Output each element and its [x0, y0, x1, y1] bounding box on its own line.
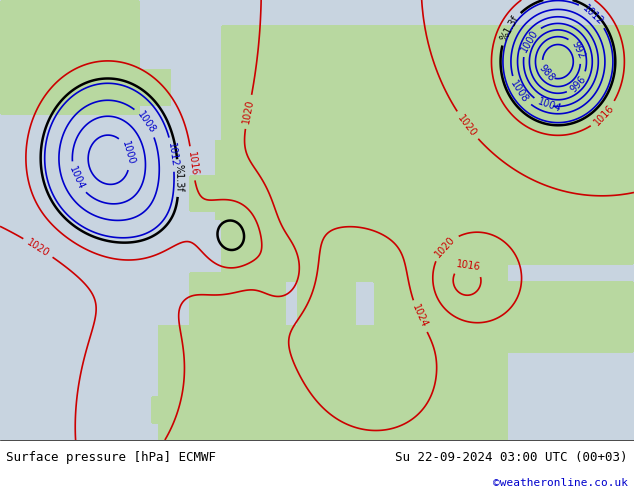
Text: 1004: 1004 — [536, 97, 563, 114]
Text: 1000: 1000 — [120, 140, 136, 166]
Text: 1012: 1012 — [166, 142, 179, 168]
Text: 1004: 1004 — [67, 165, 86, 191]
Text: 1016: 1016 — [186, 150, 199, 176]
Text: 1012: 1012 — [581, 2, 605, 27]
Text: 1008: 1008 — [508, 79, 531, 105]
Text: 1008: 1008 — [135, 109, 157, 135]
Text: 996: 996 — [569, 74, 588, 94]
Text: ©weatheronline.co.uk: ©weatheronline.co.uk — [493, 477, 628, 488]
Text: 1016: 1016 — [456, 259, 482, 272]
Text: 992: 992 — [569, 40, 586, 61]
Text: %1.3f: %1.3f — [498, 13, 521, 43]
Text: 1024: 1024 — [410, 303, 429, 330]
Text: Su 22-09-2024 03:00 UTC (00+03): Su 22-09-2024 03:00 UTC (00+03) — [395, 451, 628, 464]
Text: 1020: 1020 — [241, 99, 256, 125]
Text: 1020: 1020 — [456, 113, 479, 138]
Text: Surface pressure [hPa] ECMWF: Surface pressure [hPa] ECMWF — [6, 451, 216, 464]
Text: %1.3f: %1.3f — [173, 164, 184, 192]
Text: 1016: 1016 — [592, 102, 616, 127]
Text: 988: 988 — [537, 63, 557, 83]
Text: 1000: 1000 — [519, 27, 540, 54]
Text: 1020: 1020 — [433, 234, 457, 259]
Text: 1020: 1020 — [25, 237, 51, 258]
